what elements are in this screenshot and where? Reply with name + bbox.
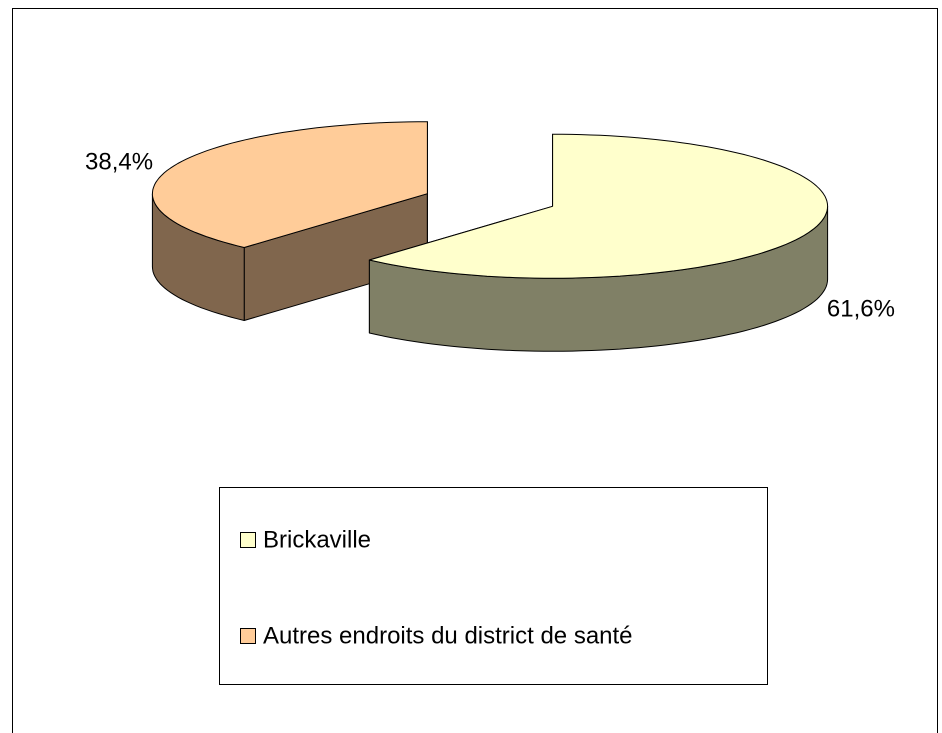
legend-swatch: [240, 532, 256, 548]
legend-swatch: [240, 628, 256, 644]
legend-box: [219, 487, 768, 685]
slice-top: [368, 133, 829, 279]
slice-top: [151, 121, 428, 248]
legend-label: Autres endroits du district de santé: [263, 622, 633, 649]
data-label: 61,6%: [827, 295, 895, 322]
chart-frame: [12, 8, 938, 733]
data-label: 38,4%: [85, 148, 153, 175]
legend-label: Brickaville: [263, 526, 371, 553]
